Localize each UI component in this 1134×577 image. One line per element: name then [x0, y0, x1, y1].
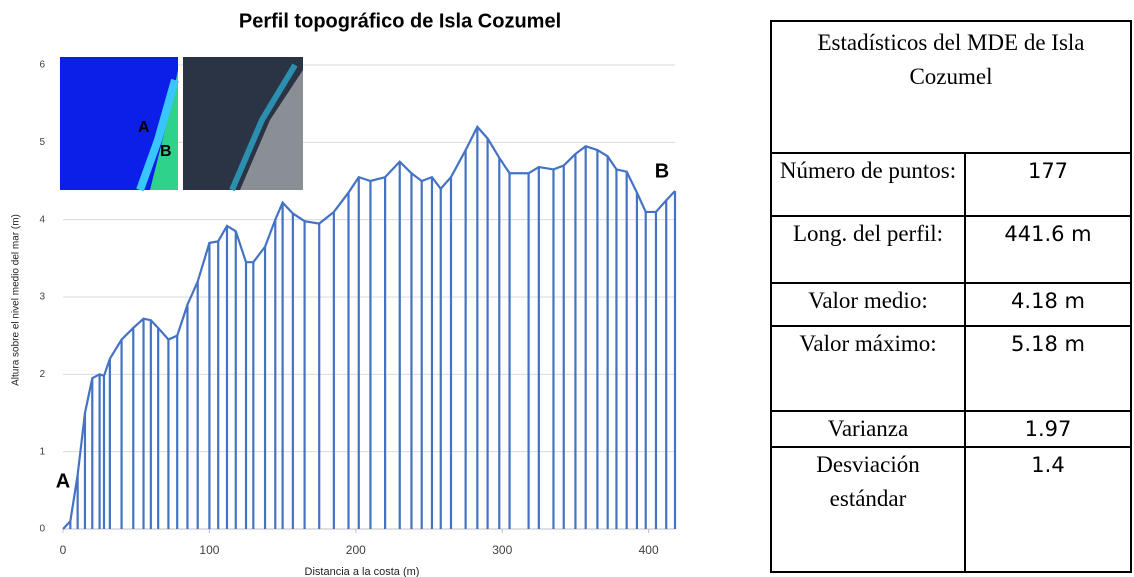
stat-value: 4.18 m: [964, 282, 1132, 327]
x-tick-label: 0: [60, 543, 67, 557]
chart: Perfil topográfico de Isla Cozumel Dista…: [11, 10, 677, 577]
inset-city: [240, 70, 303, 190]
x-tick-label: 200: [346, 543, 366, 557]
stat-value: 1.4: [964, 446, 1132, 573]
y-tick-label: 6: [39, 60, 45, 71]
stat-name: Número de puntos:: [770, 152, 966, 217]
table-row: Número de puntos: 177: [770, 152, 1132, 217]
inset-coast: [136, 78, 179, 192]
inset-land: [150, 70, 178, 190]
table-row: Valor medio: 4.18 m: [770, 282, 1132, 327]
annotation: B: [655, 160, 669, 182]
table-row: Long. del perfil: 441.6 m: [770, 215, 1132, 284]
x-tick-label: 400: [639, 543, 659, 557]
stat-value: 177: [964, 152, 1132, 217]
stat-value: 5.18 m: [964, 325, 1132, 412]
inset-label: A: [138, 119, 150, 136]
inset-label: B: [160, 143, 172, 160]
table-title: Estadísticos del MDE de Isla Cozumel: [770, 20, 1132, 154]
inset-reef: [229, 63, 298, 192]
stat-name: Valor máximo:: [770, 325, 966, 412]
stat-name: Desviación estándar: [770, 446, 966, 573]
stat-value: 1.97: [964, 410, 1132, 448]
y-tick-label: 5: [39, 137, 45, 148]
profile-line: [62, 124, 676, 530]
y-tick-label: 2: [39, 369, 45, 380]
stats-table: Estadísticos del MDE de Isla Cozumel Núm…: [770, 20, 1132, 573]
stat-name: Varianza: [770, 410, 966, 448]
table-row: Desviación estándar 1.4: [770, 446, 1132, 573]
chart-title: Perfil topográfico de Isla Cozumel: [239, 10, 561, 32]
stat-name: Long. del perfil:: [770, 215, 966, 284]
y-axis-label: Altura sobre el nivel medio del mar (m): [11, 214, 22, 386]
table-row: Valor máximo: 5.18 m: [770, 325, 1132, 412]
x-tick-label: 100: [199, 543, 219, 557]
y-tick-label: 0: [39, 524, 45, 535]
x-tick-label: 300: [492, 543, 512, 557]
inset-maps: [60, 57, 303, 192]
y-tick-label: 1: [39, 446, 45, 457]
y-tick-label: 4: [39, 214, 45, 225]
table-row: Varianza 1.97: [770, 410, 1132, 448]
stat-value: 441.6 m: [964, 215, 1132, 284]
x-axis-label: Distancia a la costa (m): [305, 566, 420, 577]
annotation: A: [56, 470, 70, 492]
stat-name: Valor medio:: [770, 282, 966, 327]
y-tick-label: 3: [39, 292, 45, 303]
